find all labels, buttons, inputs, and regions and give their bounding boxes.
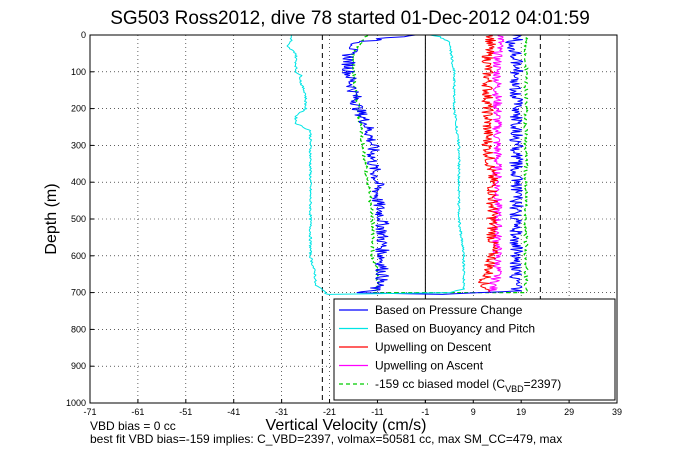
x-tick-label: 29 [564,407,574,417]
y-tick-label: 900 [71,361,86,371]
series-layer [286,35,529,295]
x-tick-label: -1 [421,407,429,417]
series-line-3 [487,35,505,294]
x-tick-label: 9 [471,407,476,417]
y-tick-label: 300 [71,140,86,150]
y-tick-label: 500 [71,214,86,224]
y-axis-label: Depth (m) [43,183,60,254]
chart-title: SG503 Ross2012, dive 78 started 01-Dec-2… [110,8,590,29]
x-tick-label: -61 [131,407,144,417]
footer-vbd-bias: VBD bias = 0 cc [90,419,176,433]
series-line-1 [286,35,466,295]
legend-label-3: Upwelling on Ascent [375,359,484,373]
legend-label-1: Based on Buoyancy and Pitch [375,322,535,336]
series-line-0 [341,35,524,295]
x-tick-label: -41 [227,407,240,417]
y-tick-label: 600 [71,251,86,261]
x-tick-label: 19 [516,407,526,417]
x-tick-label: -11 [371,407,383,417]
y-tick-label: 700 [71,288,86,298]
legend-label-4: -159 cc biased model (CVBD=2397) [375,377,561,394]
legend-label-prefix: -159 cc biased model (C [375,377,505,391]
x-tick-label: -51 [179,407,192,417]
series-line-2 [478,35,499,294]
y-tick-label: 800 [71,324,86,334]
y-ticks: 0 100 200 300 400 500 600 700 800 900 1000 [66,30,94,408]
legend-label-suffix: =2397) [524,377,562,391]
legend-box [333,298,616,401]
x-ticks: -71 -61 -51 -41 -31 -21 -11 -1 9 19 29 39 [83,399,622,417]
footer-best-fit: best fit VBD bias=-159 implies: C_VBD=23… [90,432,563,446]
x-tick-label: 39 [612,407,622,417]
x-axis-label: Vertical Velocity (cm/s) [266,417,427,434]
y-tick-label: 100 [71,67,86,77]
y-tick-label: 0 [81,30,86,40]
legend-label-0: Based on Pressure Change [375,303,523,317]
legend: Based on Pressure Change Based on Buoyanc… [333,298,616,401]
x-tick-label: -71 [83,407,96,417]
x-tick-label: -31 [275,407,288,417]
x-tick-label: -21 [323,407,336,417]
legend-label-2: Upwelling on Descent [375,340,492,354]
y-tick-label: 1000 [66,398,86,408]
y-tick-label: 400 [71,177,86,187]
y-tick-label: 200 [71,104,86,114]
legend-label-subscript: VBD [505,384,524,394]
